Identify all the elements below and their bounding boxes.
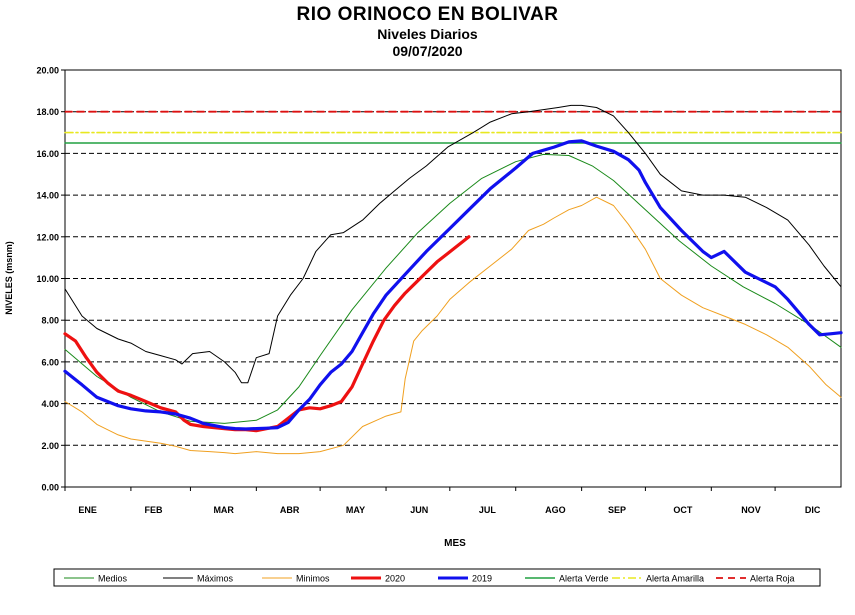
x-tick-label: JUL (479, 505, 497, 515)
series-line-minimos (64, 196, 842, 455)
x-tick-label: ABR (280, 505, 300, 515)
axes: 0.00 2.00 4.00 6.00 8.00 10.00 12.00 14.00 16.00… (36, 66, 820, 516)
x-tick-label: MAR (213, 505, 234, 515)
y-tick-label: 14.00 (36, 191, 59, 201)
gridlines (65, 111, 841, 446)
chart-title: RIO ORINOCO EN BOLIVAR (296, 4, 559, 25)
x-tick-label: MAY (346, 505, 365, 515)
legend: Medios Máximos Minimos 2020 2019 Alerta Verde… (64, 574, 795, 584)
y-tick-label: 4.00 (41, 399, 59, 409)
x-tick-label: AGO (545, 505, 566, 515)
y-tick-label: 20.00 (36, 66, 59, 76)
legend-label: Alerta Roja (750, 574, 795, 584)
x-tick-label: DIC (805, 505, 821, 515)
y-axis-label: NIVELES (msnm) (4, 241, 14, 315)
legend-label: 2020 (385, 574, 405, 584)
legend-label: Alerta Verde (559, 574, 609, 584)
x-tick-label: FEB (145, 505, 164, 515)
legend-label: 2019 (472, 574, 492, 584)
x-tick-label: NOV (741, 505, 761, 515)
legend-box (53, 568, 821, 587)
x-axis-label: MES (444, 538, 466, 549)
series-line-m-ximos (64, 104, 842, 384)
chart-subtitle: Niveles Diarios (377, 26, 478, 42)
y-tick-label: 2.00 (41, 441, 59, 451)
chart-date: 09/07/2020 (392, 43, 463, 59)
series-line-2019 (63, 139, 843, 431)
legend-label: Medios (98, 574, 128, 584)
y-tick-label: 6.00 (41, 357, 59, 367)
y-tick-label: 10.00 (36, 274, 59, 284)
y-tick-label: 12.00 (36, 232, 59, 242)
legend-label: Minimos (296, 574, 330, 584)
x-tick-label: JUN (410, 505, 428, 515)
x-tick-label: SEP (608, 505, 626, 515)
title-block: RIO ORINOCO EN BOLIVAR Niveles Diarios 0… (0, 4, 855, 60)
y-tick-label: 0.00 (41, 483, 59, 493)
y-tick-label: 18.00 (36, 107, 59, 117)
y-tick-label: 16.00 (36, 149, 59, 159)
legend-label: Alerta Amarilla (646, 574, 704, 584)
x-tick-label: ENE (78, 505, 97, 515)
x-tick-label: OCT (673, 505, 693, 515)
y-tick-label: 8.00 (41, 316, 59, 326)
legend-label: Máximos (197, 574, 234, 584)
series-lines (63, 104, 843, 455)
